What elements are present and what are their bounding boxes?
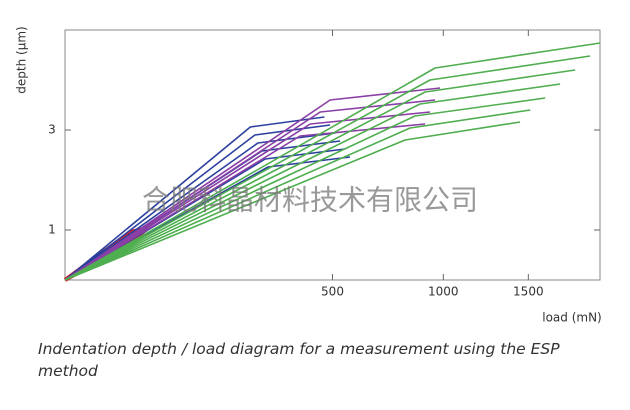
series-line	[64, 87, 441, 281]
x-tick-label: 1000	[428, 285, 459, 299]
chart: depth (µm) load (mN) 合肥科晶材料技术有限公司 1 3 500 1…	[15, 26, 602, 325]
caption: Indentation depth / load diagram for a m…	[38, 340, 560, 380]
x-tick-label: 500	[321, 285, 344, 299]
watermark: 合肥科晶材料技术有限公司	[142, 184, 478, 217]
y-axis-label: depth (µm)	[15, 26, 29, 93]
x-tick-label: 1500	[513, 285, 544, 299]
y-tick-label: 3	[48, 123, 56, 137]
series-line	[64, 42, 601, 281]
y-tick-label: 1	[48, 223, 56, 237]
x-axis-label: load (mN)	[542, 311, 602, 325]
